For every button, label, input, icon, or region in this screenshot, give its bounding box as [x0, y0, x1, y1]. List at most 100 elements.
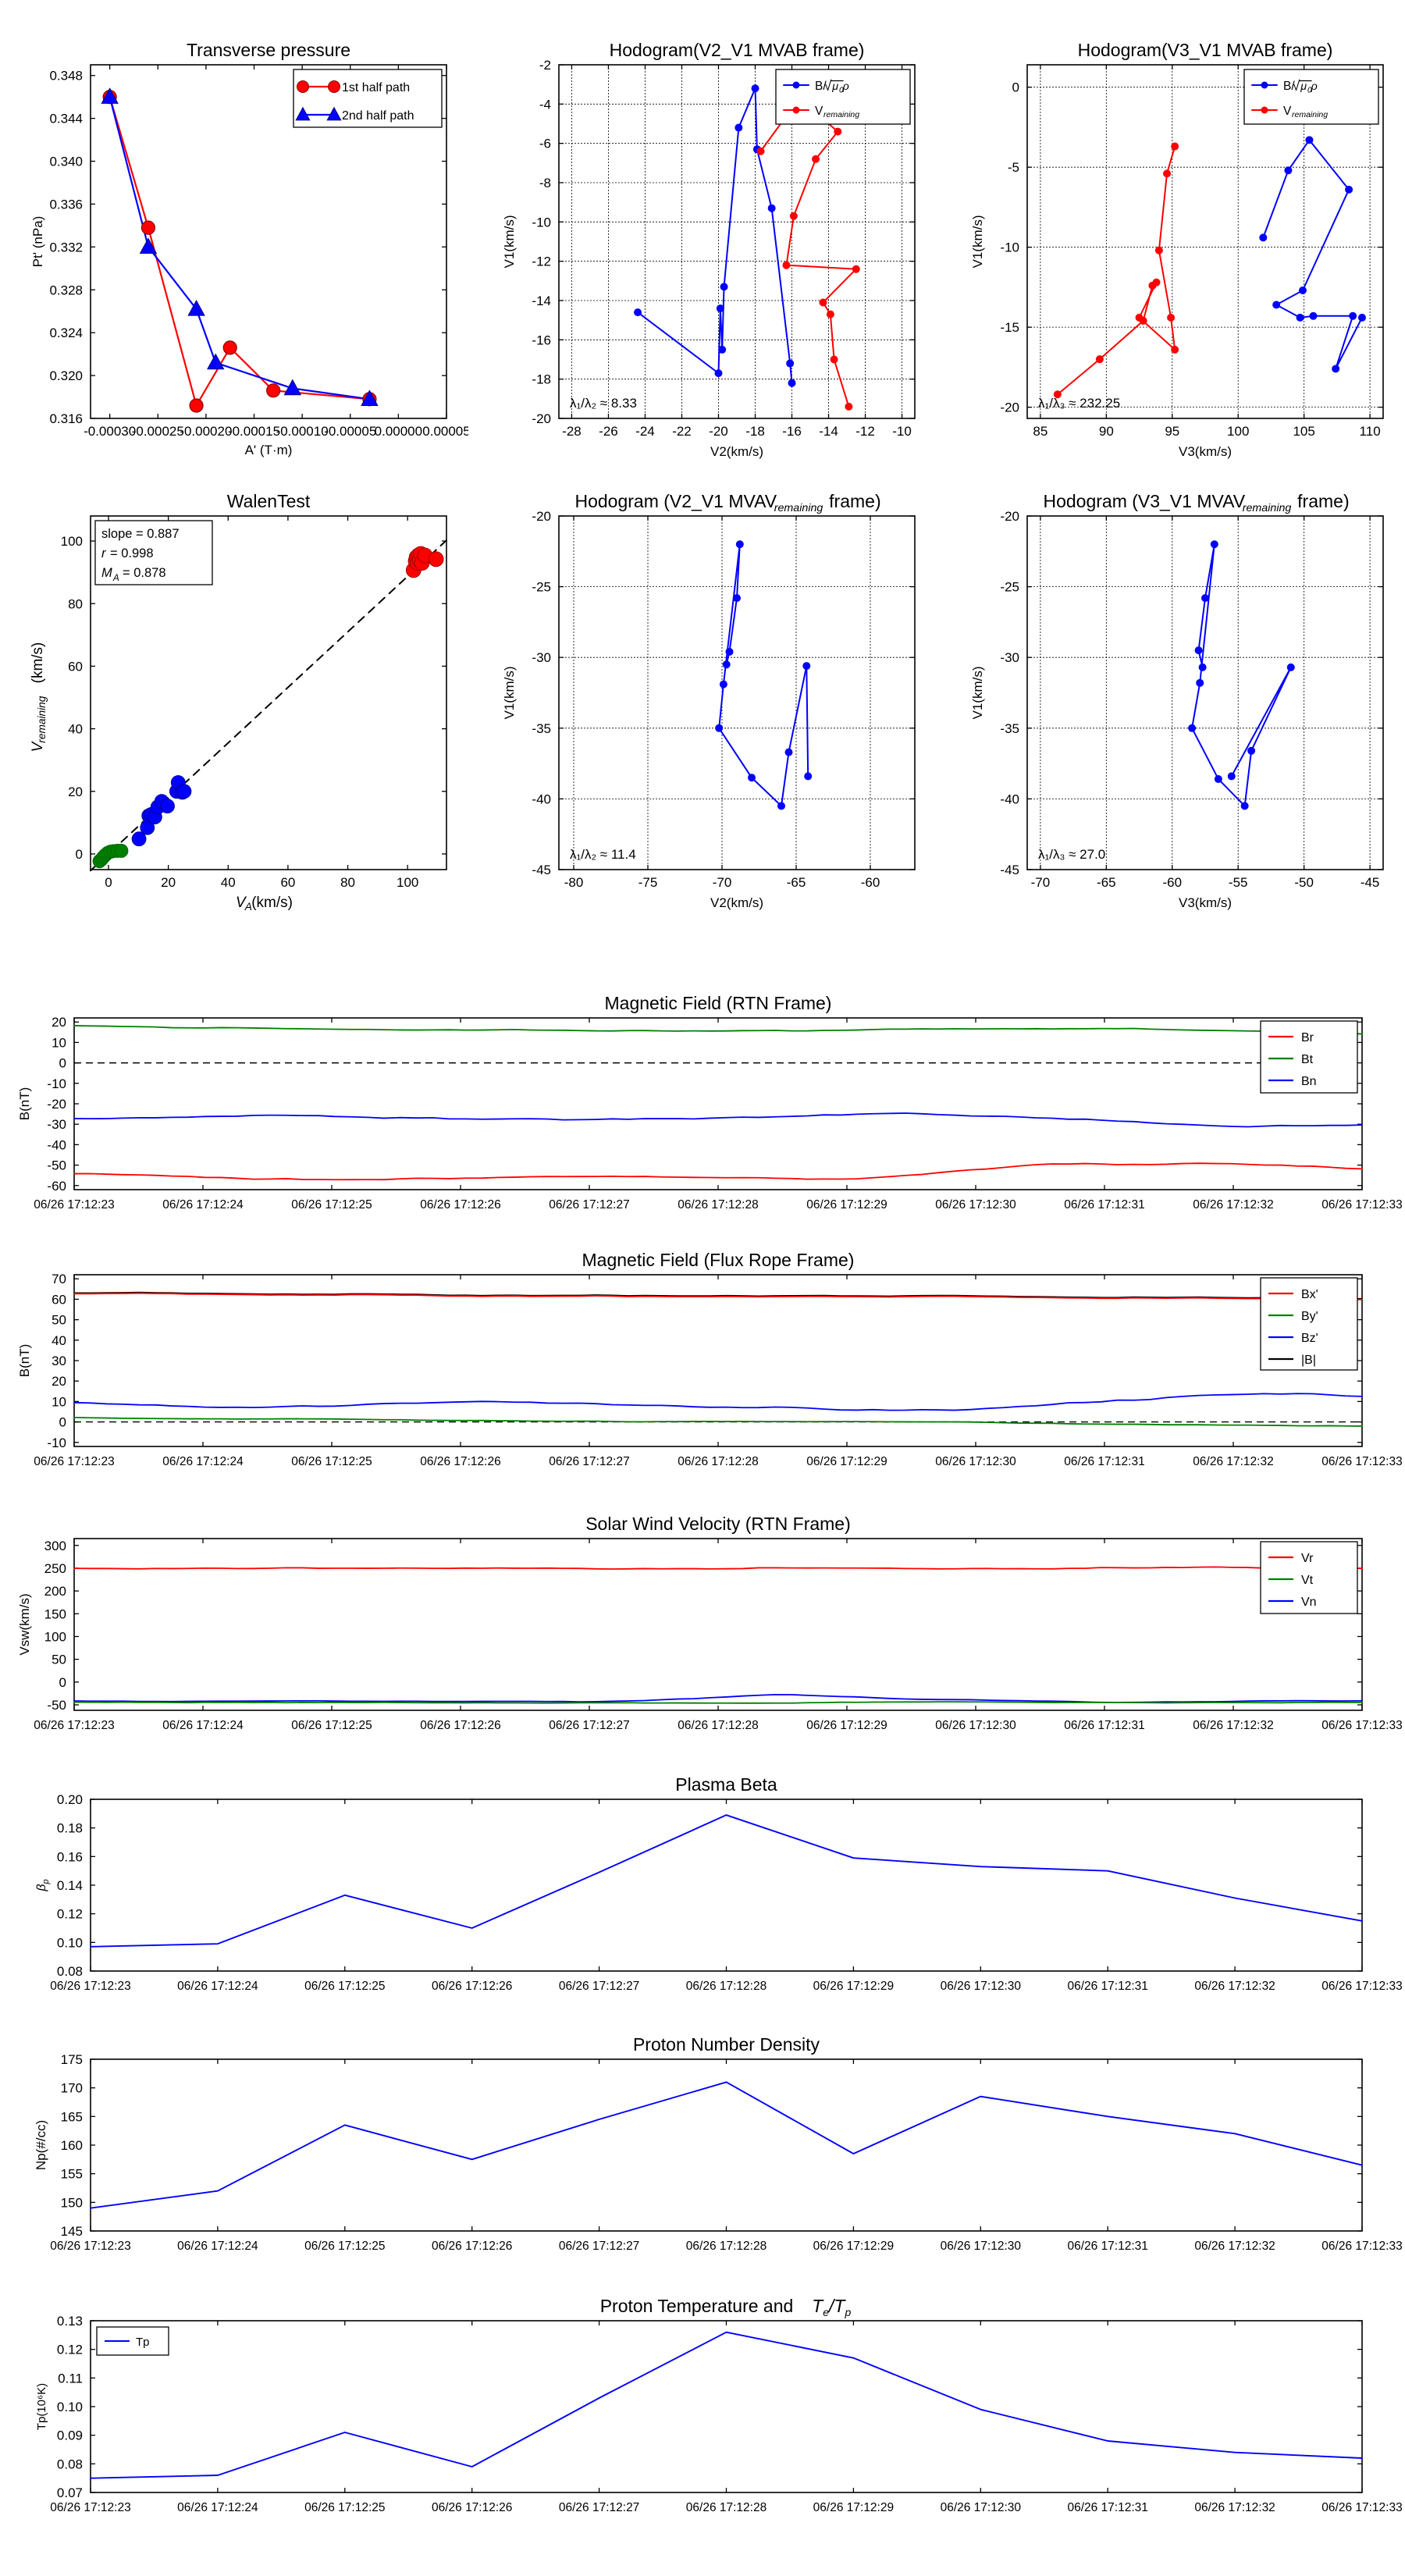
svg-text:B(nT): B(nT) — [17, 1087, 32, 1121]
svg-text:60: 60 — [280, 875, 295, 890]
svg-text:06/26 17:12:30: 06/26 17:12:30 — [941, 1980, 1022, 1993]
svg-text:remaining: remaining — [774, 502, 823, 514]
svg-text:20: 20 — [52, 1015, 66, 1030]
svg-text:06/26 17:12:28: 06/26 17:12:28 — [678, 1719, 758, 1732]
svg-text:60: 60 — [52, 1292, 66, 1307]
svg-text:Hodogram (V3_V1 MVAV: Hodogram (V3_V1 MVAV — [1043, 491, 1245, 511]
svg-text:06/26 17:12:23: 06/26 17:12:23 — [50, 1980, 130, 1993]
svg-text:frame): frame) — [1297, 491, 1349, 511]
svg-text:Bn: Bn — [1301, 1075, 1317, 1088]
svg-text:06/26 17:12:26: 06/26 17:12:26 — [420, 1719, 500, 1732]
svg-text:-14: -14 — [819, 424, 838, 439]
svg-text:06/26 17:12:28: 06/26 17:12:28 — [686, 2501, 767, 2514]
svg-text:80: 80 — [340, 875, 355, 890]
svg-text:06/26 17:12:31: 06/26 17:12:31 — [1067, 1980, 1147, 1993]
svg-text:0.00005: 0.00005 — [422, 424, 468, 439]
svg-text:βp: βp — [35, 1879, 51, 1891]
svg-text:= 0.878: = 0.878 — [123, 566, 166, 580]
svg-text:100: 100 — [61, 534, 83, 549]
svg-text:0: 0 — [59, 1415, 66, 1430]
svg-text:Hodogram(V2_V1 MVAB frame): Hodogram(V2_V1 MVAB frame) — [610, 40, 865, 60]
svg-text:remaining: remaining — [823, 110, 859, 119]
svg-text:06/26 17:12:32: 06/26 17:12:32 — [1194, 1980, 1275, 1993]
svg-text:06/26 17:12:32: 06/26 17:12:32 — [1193, 1719, 1273, 1732]
svg-text:170: 170 — [61, 2081, 83, 2096]
svg-text:0: 0 — [76, 847, 83, 862]
svg-text:06/26 17:12:30: 06/26 17:12:30 — [935, 1719, 1016, 1732]
svg-text:0.09: 0.09 — [57, 2428, 83, 2443]
svg-text:-40: -40 — [47, 1137, 66, 1152]
svg-text:06/26 17:12:23: 06/26 17:12:23 — [34, 1455, 114, 1468]
svg-text:20: 20 — [161, 875, 176, 890]
svg-text:0.18: 0.18 — [57, 1821, 83, 1836]
svg-text:Proton Temperature and: Proton Temperature and — [600, 2296, 794, 2316]
svg-text:M: M — [101, 566, 112, 580]
svg-text:Vr: Vr — [1301, 1552, 1314, 1565]
svg-text:06/26 17:12:24: 06/26 17:12:24 — [177, 1980, 258, 1993]
svg-text:V2(km/s): V2(km/s) — [710, 895, 763, 910]
svg-text:ρ: ρ — [842, 80, 849, 93]
svg-text:V1(km/s): V1(km/s) — [970, 215, 985, 269]
svg-text:√: √ — [824, 78, 832, 94]
svg-text:Hodogram(V3_V1 MVAB frame): Hodogram(V3_V1 MVAB frame) — [1078, 40, 1333, 60]
svg-text:-70: -70 — [713, 875, 732, 890]
svg-text:Magnetic Field (Flux Rope Fram: Magnetic Field (Flux Rope Frame) — [582, 1250, 855, 1270]
svg-text:0: 0 — [105, 875, 112, 890]
svg-text:Vt: Vt — [1301, 1574, 1314, 1587]
svg-text:-20: -20 — [1000, 400, 1019, 415]
svg-text:10: 10 — [52, 1035, 66, 1050]
svg-text:-20: -20 — [532, 509, 551, 524]
svg-text:0.320: 0.320 — [49, 368, 83, 383]
svg-text:150: 150 — [61, 2195, 83, 2210]
svg-text:06/26 17:12:23: 06/26 17:12:23 — [34, 1719, 114, 1732]
svg-text:ρ: ρ — [1311, 80, 1318, 93]
svg-text:0.336: 0.336 — [49, 197, 83, 212]
svg-text:06/26 17:12:31: 06/26 17:12:31 — [1064, 1455, 1144, 1468]
svg-text:06/26 17:12:24: 06/26 17:12:24 — [162, 1455, 244, 1468]
svg-text:-16: -16 — [782, 424, 802, 439]
svg-text:50: 50 — [52, 1653, 66, 1667]
svg-text:Solar Wind Velocity (RTN Frame: Solar Wind Velocity (RTN Frame) — [585, 1514, 851, 1534]
svg-text:remaining: remaining — [1292, 110, 1328, 119]
svg-text:0.20: 0.20 — [57, 1792, 83, 1807]
svg-text:06/26 17:12:25: 06/26 17:12:25 — [291, 1455, 372, 1468]
svg-text:-25: -25 — [532, 580, 551, 595]
svg-text:155: 155 — [61, 2167, 83, 2182]
svg-text:-60: -60 — [1162, 875, 1182, 890]
svg-text:Tp(10⁶K): Tp(10⁶K) — [35, 2383, 48, 2430]
svg-text:-10: -10 — [47, 1076, 66, 1091]
svg-text:-0.00030: -0.00030 — [84, 424, 136, 439]
svg-text:-4: -4 — [539, 97, 551, 112]
svg-text:06/26 17:12:29: 06/26 17:12:29 — [806, 1455, 887, 1468]
svg-text:0: 0 — [59, 1056, 66, 1071]
svg-text:-65: -65 — [1097, 875, 1116, 890]
svg-text:-60: -60 — [861, 875, 880, 890]
svg-text:06/26 17:12:27: 06/26 17:12:27 — [559, 2240, 639, 2253]
svg-text:30: 30 — [52, 1354, 66, 1368]
svg-text:Pt' (nPa): Pt' (nPa) — [30, 216, 45, 268]
svg-text:06/26 17:12:26: 06/26 17:12:26 — [432, 1980, 512, 1993]
svg-text:By': By' — [1301, 1310, 1318, 1323]
svg-text:V: V — [815, 105, 823, 118]
svg-text:μ: μ — [1300, 80, 1307, 93]
svg-text:Vsw(km/s): Vsw(km/s) — [17, 1593, 32, 1655]
svg-text:-45: -45 — [1000, 863, 1019, 877]
svg-text:60: 60 — [68, 659, 83, 674]
svg-text:06/26 17:12:33: 06/26 17:12:33 — [1321, 2501, 1402, 2514]
svg-text:0.348: 0.348 — [49, 69, 83, 84]
svg-text:-20: -20 — [709, 424, 728, 439]
svg-text:-28: -28 — [562, 424, 582, 439]
svg-text:0.316: 0.316 — [49, 411, 83, 426]
svg-text:(km/s): (km/s) — [251, 895, 293, 911]
svg-text:06/26 17:12:31: 06/26 17:12:31 — [1067, 2501, 1147, 2514]
svg-text:frame): frame) — [829, 491, 880, 511]
svg-text:06/26 17:12:29: 06/26 17:12:29 — [806, 1719, 887, 1732]
svg-text:-40: -40 — [532, 792, 551, 806]
svg-text:0.328: 0.328 — [49, 283, 83, 297]
svg-text:0.08: 0.08 — [57, 2457, 83, 2471]
svg-text:06/26 17:12:24: 06/26 17:12:24 — [177, 2240, 258, 2253]
svg-text:Np(#/cc): Np(#/cc) — [34, 2120, 48, 2170]
svg-text:0: 0 — [59, 1675, 66, 1690]
svg-text:Bx': Bx' — [1301, 1288, 1318, 1301]
svg-text:200: 200 — [44, 1584, 66, 1599]
